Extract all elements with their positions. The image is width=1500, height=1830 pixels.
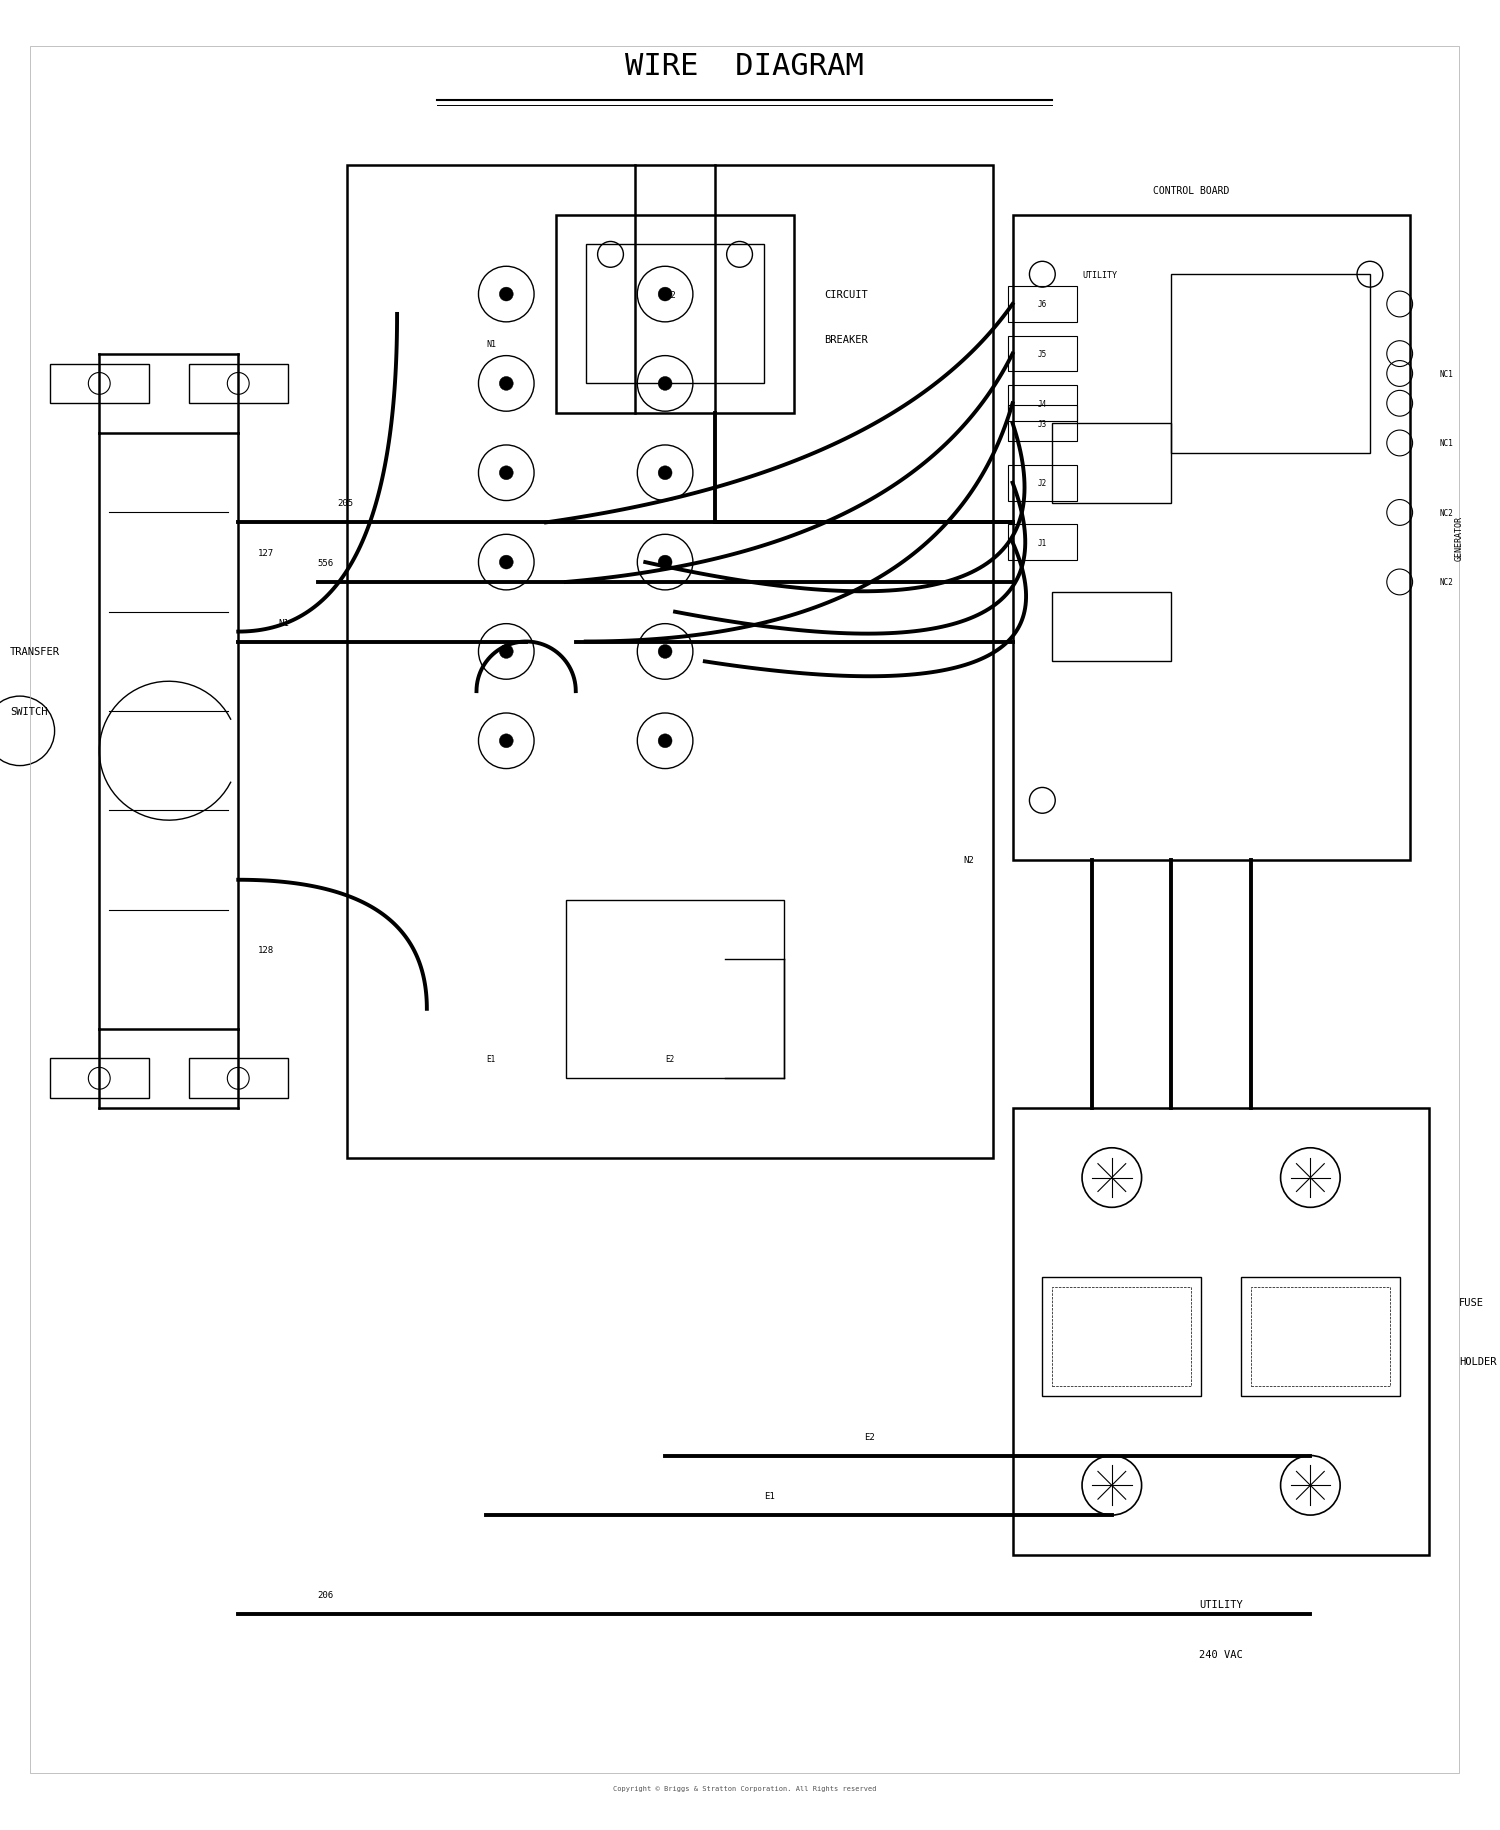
Bar [1008,287,1077,322]
Circle shape [500,467,513,481]
Text: NC1: NC1 [1440,439,1454,448]
Text: TRANSFER: TRANSFER [10,648,60,657]
Bar [1008,465,1077,501]
Circle shape [500,646,513,659]
Text: SWITCH: SWITCH [10,706,48,717]
Text: N2: N2 [664,291,676,300]
Text: E1: E1 [486,1054,495,1063]
Bar [1053,425,1172,503]
Text: J2: J2 [1038,479,1047,489]
Text: N2: N2 [963,856,974,866]
Circle shape [658,377,672,392]
Bar [1251,1286,1390,1387]
Text: 240 VAC: 240 VAC [1198,1649,1243,1660]
Text: WIRE  DIAGRAM: WIRE DIAGRAM [626,53,864,81]
Text: UTILITY: UTILITY [1198,1599,1243,1610]
Bar [566,900,784,1078]
Circle shape [500,377,513,392]
Text: NC2: NC2 [1440,509,1454,518]
Bar [1042,1277,1202,1396]
Circle shape [658,556,672,569]
Text: J3: J3 [1038,419,1047,428]
Bar [189,1060,288,1098]
Bar [1013,216,1410,860]
Text: NC2: NC2 [1440,578,1454,587]
Text: J6: J6 [1038,300,1047,309]
Bar [1053,1286,1191,1387]
Bar [585,245,765,384]
Text: E2: E2 [664,1054,675,1063]
Text: N1: N1 [486,340,496,350]
Bar [1008,525,1077,560]
Circle shape [500,556,513,569]
Bar [348,167,993,1158]
Bar [1013,1109,1430,1556]
Bar [1240,1277,1400,1396]
Text: 206: 206 [318,1590,334,1599]
Text: E2: E2 [864,1431,874,1440]
Bar [1172,274,1370,454]
Circle shape [658,734,672,748]
Text: 127: 127 [258,549,274,558]
Text: 205: 205 [338,500,354,509]
Text: 556: 556 [318,558,334,567]
Bar [1008,337,1077,371]
Text: J4: J4 [1038,399,1047,408]
Circle shape [500,287,513,302]
Text: Copyright © Briggs & Stratton Corporation. All Rights reserved: Copyright © Briggs & Stratton Corporatio… [614,1784,876,1792]
Circle shape [500,734,513,748]
Circle shape [658,467,672,481]
Circle shape [658,287,672,302]
Text: 128: 128 [258,946,274,953]
Circle shape [658,646,672,659]
Text: BREAKER: BREAKER [824,335,867,344]
Text: J5: J5 [1038,350,1047,359]
Text: NC1: NC1 [1440,370,1454,379]
Bar [50,1060,148,1098]
Bar [189,364,288,404]
Text: FUSE: FUSE [1460,1297,1485,1307]
Bar [1008,386,1077,423]
Text: J1: J1 [1038,538,1047,547]
Bar [50,364,148,404]
Text: N1: N1 [278,619,288,628]
Bar [1008,406,1077,441]
Text: E1: E1 [765,1491,776,1501]
Bar [1053,593,1172,662]
Text: CONTROL BOARD: CONTROL BOARD [1154,185,1230,196]
Text: GENERATOR: GENERATOR [1455,516,1464,560]
Bar [556,216,794,414]
Text: UTILITY: UTILITY [1082,271,1118,280]
Text: CIRCUIT: CIRCUIT [824,289,867,300]
Text: HOLDER: HOLDER [1460,1356,1497,1367]
